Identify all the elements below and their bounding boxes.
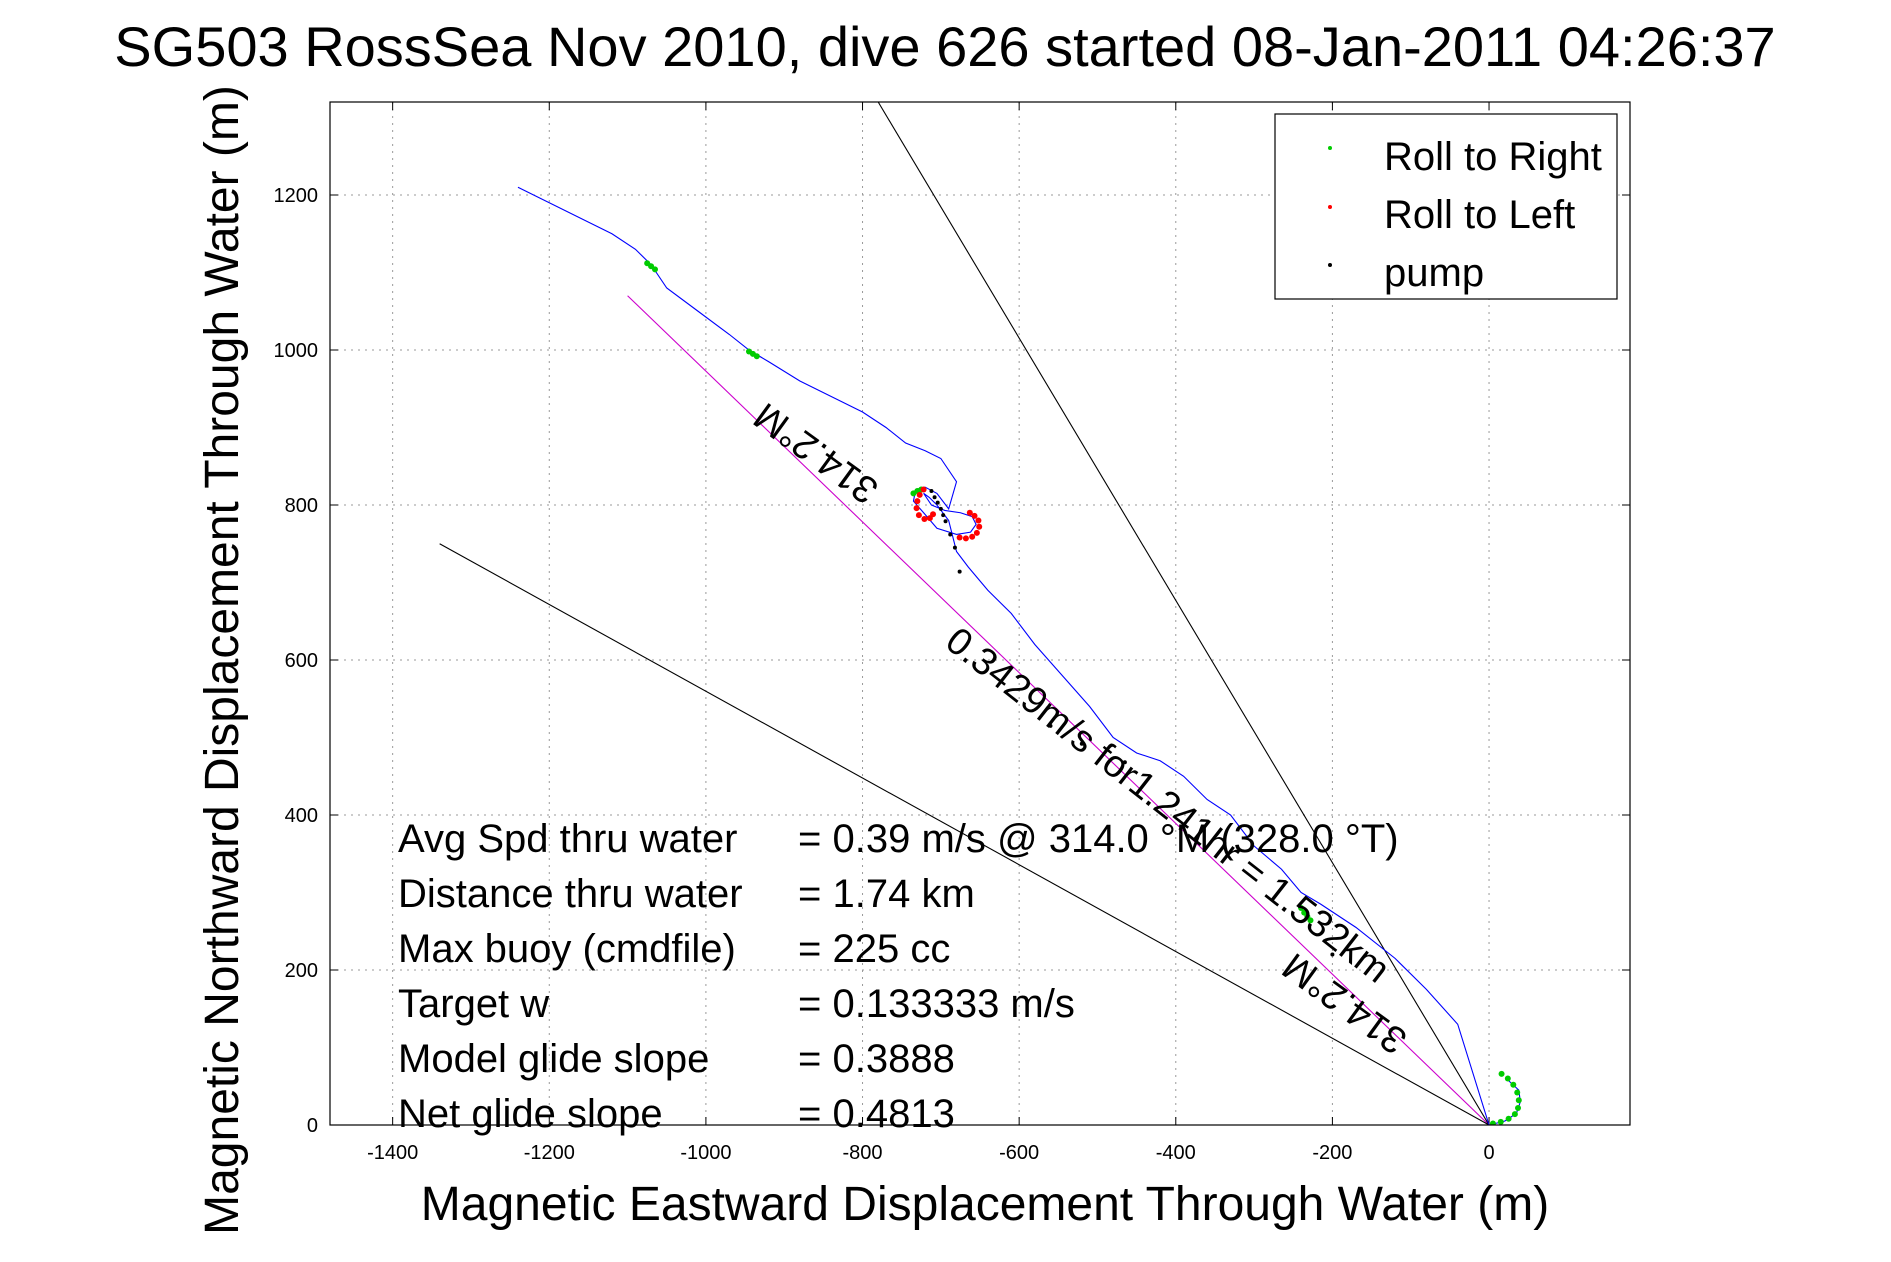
roll-right-point bbox=[1498, 1070, 1505, 1077]
roll-left-point bbox=[915, 512, 922, 519]
roll-left-point bbox=[921, 515, 928, 522]
bounding-line bbox=[877, 102, 1490, 1125]
legend: Roll to Right Roll to Left pump bbox=[1274, 113, 1618, 300]
x-tick-label: -600 bbox=[999, 1142, 1039, 1164]
chart-title: SG503 RossSea Nov 2010, dive 626 started… bbox=[114, 15, 1775, 78]
roll-right-point bbox=[753, 353, 760, 360]
y-tick-label: 0 bbox=[307, 1115, 318, 1137]
roll-left-point bbox=[975, 517, 982, 524]
stat-value: = 0.3888 bbox=[798, 1037, 955, 1081]
x-axis-label: Magnetic Eastward Displacement Through W… bbox=[421, 1178, 1549, 1231]
stat-value: = 0.4813 bbox=[798, 1092, 955, 1136]
track-line bbox=[517, 186, 1521, 1125]
x-tick-label: -1200 bbox=[524, 1142, 575, 1164]
y-tick-label: 400 bbox=[285, 805, 318, 827]
roll-left-point bbox=[914, 498, 921, 505]
heading-line bbox=[627, 295, 1490, 1125]
legend-item-roll-left: Roll to Left bbox=[1384, 193, 1575, 237]
roll-left-point bbox=[976, 523, 983, 530]
stat-label: Target w bbox=[398, 982, 549, 1026]
y-tick-label: 1000 bbox=[274, 340, 319, 362]
x-tick-label: -1400 bbox=[367, 1142, 418, 1164]
roll-right-point bbox=[1514, 1089, 1521, 1096]
roll-right-point bbox=[1515, 1104, 1522, 1111]
stat-value: = 1.74 km bbox=[798, 872, 975, 916]
x-tick-label: -200 bbox=[1312, 1142, 1352, 1164]
roll-left-point bbox=[920, 486, 927, 493]
x-tick-label: -800 bbox=[843, 1142, 883, 1164]
pump-point bbox=[935, 500, 940, 505]
pump-point bbox=[938, 506, 943, 511]
axis-ticks: -1400 -1200 -1000 -800 -600 -400 -200 0 0 200 400 6… bbox=[274, 102, 1630, 1164]
legend-item-pump: pump bbox=[1384, 251, 1484, 295]
bounding-line bbox=[439, 543, 1490, 1125]
stat-value: = 225 cc bbox=[798, 927, 950, 971]
pump-point bbox=[1048, 723, 1053, 728]
legend-item-roll-right: Roll to Right bbox=[1384, 135, 1602, 179]
roll-right-point bbox=[652, 266, 658, 273]
pump-point bbox=[943, 519, 948, 524]
roll-left-point bbox=[971, 512, 978, 519]
roll-right-point bbox=[1515, 1097, 1522, 1104]
roll-right-point bbox=[1497, 1118, 1504, 1125]
roll-left-point bbox=[913, 505, 920, 512]
stat-label: Net glide slope bbox=[398, 1092, 663, 1136]
pump-point bbox=[1122, 760, 1127, 765]
y-axis-label: Magnetic Northward Displacement Through … bbox=[196, 85, 249, 1235]
roll-left-point bbox=[956, 534, 963, 541]
pump-point bbox=[1079, 741, 1084, 746]
roll-left-point bbox=[973, 529, 980, 536]
roll-right-point bbox=[1307, 917, 1314, 924]
pump-point bbox=[1330, 952, 1335, 957]
y-tick-label: 600 bbox=[285, 650, 318, 672]
roll-right-point bbox=[1511, 1111, 1518, 1118]
roll-left-point bbox=[966, 509, 973, 516]
plot-marks bbox=[439, 102, 1522, 1125]
roll-right-point bbox=[1510, 1081, 1517, 1088]
roll-left-point bbox=[930, 511, 937, 518]
roll-right-point bbox=[1489, 1120, 1496, 1125]
roll-left-point bbox=[962, 535, 969, 542]
roll-right-point bbox=[1298, 905, 1305, 911]
pump-point bbox=[941, 513, 946, 518]
roll-right-point bbox=[1505, 1115, 1512, 1122]
stat-value: = 0.39 m/s @ 314.0 °M (328.0 °T) bbox=[798, 817, 1399, 861]
legend-marker-roll-left bbox=[1328, 205, 1332, 209]
pump-point bbox=[952, 545, 957, 550]
stat-label: Avg Spd thru water bbox=[398, 817, 737, 861]
x-tick-label: 0 bbox=[1483, 1142, 1494, 1164]
stat-label: Distance thru water bbox=[398, 872, 743, 916]
legend-marker-pump bbox=[1328, 263, 1332, 267]
legend-box bbox=[1274, 113, 1618, 300]
pump-point bbox=[957, 569, 962, 574]
grid bbox=[330, 102, 1630, 1126]
roll-left-point bbox=[969, 533, 976, 540]
roll-right-point bbox=[1504, 1075, 1511, 1082]
pump-point bbox=[929, 489, 934, 494]
roll-left-point bbox=[916, 491, 923, 498]
x-tick-label: -400 bbox=[1156, 1142, 1196, 1164]
y-tick-label: 800 bbox=[285, 495, 318, 517]
pump-point bbox=[932, 495, 937, 500]
stat-value: = 0.133333 m/s bbox=[798, 982, 1075, 1026]
y-tick-label: 200 bbox=[285, 960, 318, 982]
pump-point bbox=[948, 532, 953, 537]
x-tick-label: -1000 bbox=[680, 1142, 731, 1164]
stat-label: Max buoy (cmdfile) bbox=[398, 927, 736, 971]
stats-block: Avg Spd thru water = 0.39 m/s @ 314.0 °M… bbox=[398, 817, 1399, 1136]
stat-label: Model glide slope bbox=[398, 1037, 709, 1081]
y-tick-label: 1200 bbox=[274, 185, 319, 207]
plot-frame bbox=[329, 101, 1631, 1126]
legend-marker-roll-right bbox=[1328, 146, 1332, 150]
